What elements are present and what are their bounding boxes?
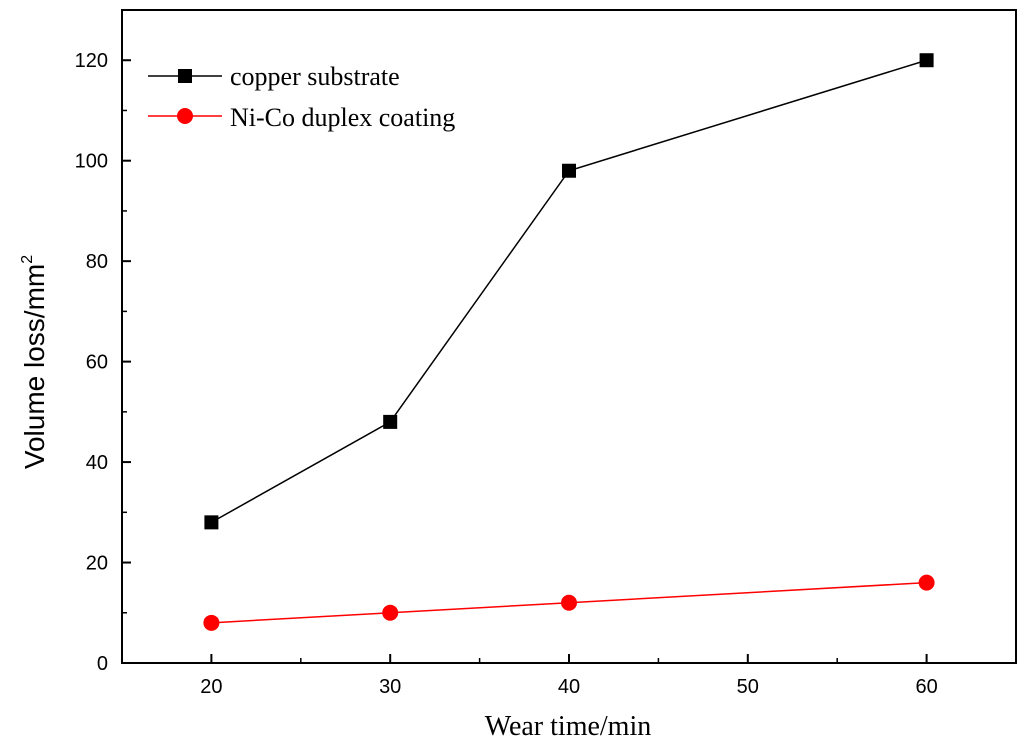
y-tick-label: 80 xyxy=(86,251,108,273)
data-point-ni-co-duplex-coating xyxy=(203,614,220,631)
legend-entry-copper-substrate: copper substrate xyxy=(148,62,400,91)
x-tick-label: 60 xyxy=(915,676,937,698)
y-axis-title: Volume loss/mm2 xyxy=(19,255,50,469)
y-tick-label: 60 xyxy=(86,352,108,374)
legend-label-ni-co-duplex-coating: Ni-Co duplex coating xyxy=(230,103,455,132)
data-point-ni-co-duplex-coating xyxy=(918,574,935,591)
data-point-ni-co-duplex-coating xyxy=(382,604,399,621)
series-layer xyxy=(203,53,935,631)
y-axis-title-superscript: 2 xyxy=(19,255,36,264)
data-point-copper-substrate xyxy=(383,414,398,429)
x-tick-label: 40 xyxy=(558,676,580,698)
x-tick-label: 30 xyxy=(379,676,401,698)
legend-marker-square xyxy=(178,69,192,83)
y-tick-label: 100 xyxy=(75,151,108,173)
series-line-copper-substrate xyxy=(211,59,927,524)
y-axis-ticks: 0 20 40 60 80 100 120 xyxy=(75,50,131,675)
y-tick-label: 40 xyxy=(86,452,108,474)
y-tick-label: 120 xyxy=(75,50,108,72)
legend: copper substrate Ni-Co duplex coating xyxy=(148,62,455,132)
x-axis-ticks: 20 30 40 50 60 xyxy=(200,654,938,698)
plot-frame xyxy=(121,9,1017,664)
y-axis-title-text: Volume loss/mm xyxy=(19,264,50,469)
data-point-copper-substrate xyxy=(204,515,219,530)
x-tick-label: 50 xyxy=(737,676,759,698)
y-tick-label: 0 xyxy=(97,653,108,675)
data-point-copper-substrate xyxy=(562,163,576,178)
data-point-ni-co-duplex-coating xyxy=(561,594,577,611)
y-tick-label: 20 xyxy=(86,553,108,575)
legend-marker-circle xyxy=(177,108,193,124)
x-axis-title: Wear time/min xyxy=(485,711,651,742)
series-line-ni-co-duplex-coating xyxy=(211,581,927,624)
data-point-copper-substrate xyxy=(919,53,934,68)
legend-entry-ni-co-duplex-coating: Ni-Co duplex coating xyxy=(148,103,455,132)
x-tick-label: 20 xyxy=(200,676,222,698)
legend-label-copper-substrate: copper substrate xyxy=(230,62,400,91)
